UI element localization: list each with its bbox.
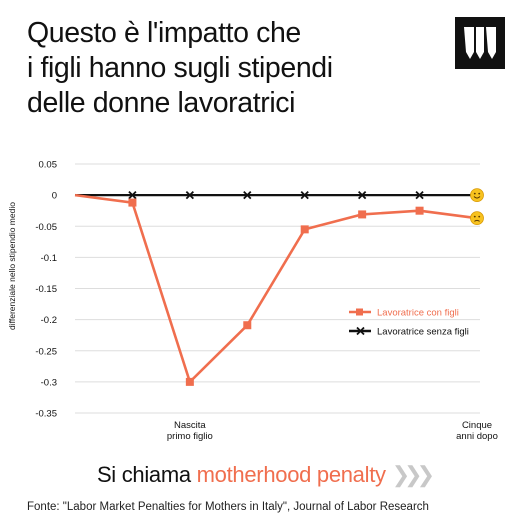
y-axis-label: differenziale nello stipendio medio bbox=[7, 202, 17, 330]
source-citation: Fonte: "Labor Market Penalties for Mothe… bbox=[27, 501, 429, 513]
grid-lines bbox=[75, 163, 480, 414]
y-tick-label: -0.05 bbox=[35, 222, 57, 233]
data-point bbox=[243, 190, 252, 200]
y-tick-label: -0.1 bbox=[41, 253, 57, 264]
legend-marker bbox=[356, 308, 363, 316]
data-point-stroke bbox=[243, 190, 252, 200]
series-line bbox=[74, 193, 478, 384]
footer-highlight: motherhood penalty bbox=[196, 462, 386, 487]
data-point bbox=[185, 377, 194, 386]
data-point bbox=[128, 190, 137, 200]
data-point bbox=[415, 206, 424, 215]
data-point-stroke bbox=[300, 190, 309, 200]
footer-tagline: Si chiama motherhood penalty ❯❯❯ bbox=[0, 462, 526, 488]
y-tick-label: -0.2 bbox=[41, 315, 57, 326]
emoji-eye bbox=[473, 192, 476, 195]
x-annotation-label: Cinque bbox=[462, 420, 492, 431]
y-tick-label: 0 bbox=[52, 191, 57, 202]
smiley-face-icon bbox=[470, 188, 484, 203]
page-title: Questo è l'impatto che i figli hanno sug… bbox=[27, 16, 333, 121]
title-line: delle donne lavoratrici bbox=[27, 87, 296, 119]
sad-face-icon bbox=[470, 211, 484, 226]
y-tick-label: -0.3 bbox=[41, 377, 57, 388]
emoji-face bbox=[470, 211, 484, 226]
data-point bbox=[358, 190, 367, 200]
y-tick-label: -0.35 bbox=[35, 409, 57, 420]
data-point-stroke bbox=[415, 190, 424, 200]
emoji-face bbox=[470, 188, 484, 203]
legend-marker bbox=[356, 326, 365, 336]
data-point bbox=[300, 225, 309, 234]
data-point bbox=[185, 190, 194, 200]
y-tick-label: -0.15 bbox=[35, 284, 57, 295]
series-layer bbox=[74, 188, 484, 386]
data-point bbox=[358, 210, 367, 219]
legend-label: Lavoratrice senza figli bbox=[377, 327, 469, 338]
data-point bbox=[300, 190, 309, 200]
y-tick-label: 0.05 bbox=[39, 160, 58, 171]
y-tick-label: -0.25 bbox=[35, 346, 57, 357]
data-point bbox=[415, 190, 424, 200]
emoji-eye bbox=[473, 215, 476, 218]
legend: Lavoratrice con figli Lavoratrice senza f… bbox=[349, 308, 469, 338]
data-point bbox=[128, 198, 137, 207]
x-annotation-label: primo figlio bbox=[167, 431, 213, 442]
x-annotation-label: Nascita bbox=[174, 420, 206, 431]
data-point-stroke bbox=[358, 190, 367, 200]
data-point bbox=[243, 321, 252, 330]
title-line: i figli hanno sugli stipendi bbox=[27, 52, 333, 84]
emoji-mouth bbox=[473, 196, 481, 199]
data-point-stroke bbox=[128, 190, 137, 200]
emoji-eye bbox=[478, 192, 481, 195]
chevron-right-icon: ❯❯❯ bbox=[391, 462, 435, 487]
data-point-stroke bbox=[185, 190, 194, 200]
y-tick-labels: 0.05 0 -0.05 -0.1 -0.15 -0.2 -0.25 -0.3 -0.35 bbox=[35, 160, 57, 420]
w-brand-logo-icon bbox=[455, 17, 505, 69]
legend-label: Lavoratrice con figli bbox=[377, 308, 459, 319]
title-line: Questo è l'impatto che bbox=[27, 17, 301, 49]
x-annotation-label: anni dopo bbox=[456, 431, 498, 442]
footer-prefix: Si chiama bbox=[96, 462, 197, 487]
emoji-eye bbox=[478, 215, 481, 218]
line-chart: 0.05 0 -0.05 -0.1 -0.15 -0.2 -0.25 -0.3 -0.35 di… bbox=[7, 160, 498, 443]
emoji-mouth bbox=[474, 219, 480, 222]
